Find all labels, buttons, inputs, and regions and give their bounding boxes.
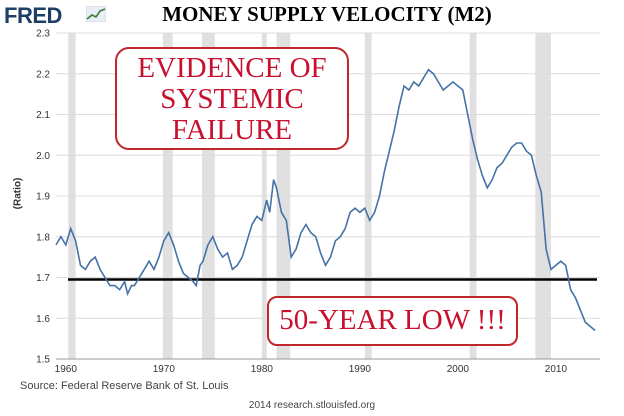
annotation-line: SYSTEMIC xyxy=(160,83,304,115)
y-tick-label: 1.8 xyxy=(36,232,50,243)
x-tick-label: 2010 xyxy=(545,364,568,375)
x-tick-label: 1980 xyxy=(251,364,274,375)
fred-chart-icon xyxy=(86,6,106,22)
x-tick-labels: 1960 1970 1980 1990 2000 2010 xyxy=(55,364,568,375)
series-line-m2-velocity xyxy=(55,68,596,332)
x-tick-label: 1990 xyxy=(349,364,372,375)
y-tick-label: 2.3 xyxy=(36,29,50,40)
annotation-fifty-year-low: 50-YEAR LOW !!! xyxy=(267,296,518,346)
y-tick-label: 1.7 xyxy=(36,273,50,284)
source-note: Source: Federal Reserve Bank of St. Loui… xyxy=(20,380,229,392)
annotation-systemic-failure: EVIDENCE OF SYSTEMIC FAILURE xyxy=(115,47,349,150)
fred-logo: FRED xyxy=(4,3,62,28)
y-tick-label: 1.6 xyxy=(36,314,50,325)
y-tick-label: 2.2 xyxy=(36,69,50,80)
y-axis-label: (Ratio) xyxy=(12,177,24,210)
y-tick-label: 1.5 xyxy=(36,355,50,366)
x-tick-label: 1960 xyxy=(55,364,78,375)
chart-title: MONEY SUPPLY VELOCITY (M2) xyxy=(162,2,492,26)
y-tick-label: 2.1 xyxy=(36,110,50,121)
y-tick-labels: 1.5 1.6 1.7 1.8 1.9 2.0 2.1 2.2 2.3 xyxy=(36,29,50,366)
y-tick-label: 2.0 xyxy=(36,151,50,162)
credit-note: 2014 research.stlouisfed.org xyxy=(248,400,376,411)
x-tick-label: 1970 xyxy=(153,364,176,375)
annotation-line: EVIDENCE OF xyxy=(137,52,327,84)
annotation-line: FAILURE xyxy=(171,114,293,146)
y-tick-label: 1.9 xyxy=(36,192,50,203)
x-tick-label: 2000 xyxy=(447,364,470,375)
